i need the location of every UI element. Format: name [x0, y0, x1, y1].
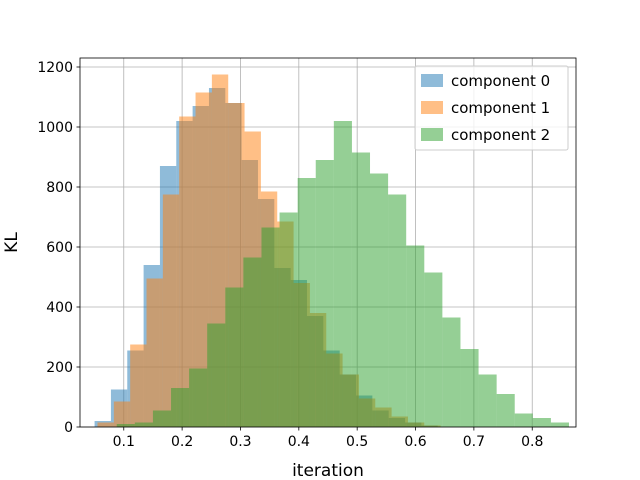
- histogram-bar: [424, 272, 443, 427]
- histogram-bar: [297, 178, 316, 427]
- histogram-bar: [460, 349, 479, 427]
- histogram-bar: [225, 287, 244, 427]
- histogram-bar: [189, 368, 208, 427]
- histogram-bar: [179, 116, 196, 427]
- histogram-bar: [113, 401, 131, 427]
- histogram-bars: [94, 74, 569, 427]
- legend-label: component 1: [451, 99, 550, 117]
- histogram-bar: [442, 317, 461, 427]
- y-tick-label: 0: [64, 420, 73, 436]
- y-tick-label: 1000: [37, 120, 73, 136]
- histogram-bar: [550, 422, 569, 427]
- series-2-bars: [116, 121, 569, 427]
- x-tick-label: 0.3: [229, 434, 251, 450]
- histogram-bar: [207, 323, 226, 427]
- legend-label: component 2: [451, 126, 550, 144]
- legend-swatch: [421, 74, 443, 87]
- histogram-bar: [351, 152, 371, 427]
- histogram-bar: [146, 278, 163, 427]
- histogram-bar: [388, 194, 407, 427]
- x-tick-label: 0.2: [171, 434, 193, 450]
- y-tick-label: 1200: [37, 60, 73, 76]
- x-tick-label: 0.7: [463, 434, 485, 450]
- y-tick-label: 800: [46, 180, 73, 196]
- histogram-bar: [162, 194, 180, 427]
- x-tick-label: 0.1: [113, 434, 135, 450]
- histogram-bar: [261, 227, 280, 427]
- legend-swatch: [421, 101, 443, 114]
- histogram-bar: [478, 374, 497, 427]
- x-axis-label: iteration: [292, 461, 364, 480]
- legend-swatch: [421, 128, 443, 141]
- x-tick-label: 0.6: [404, 434, 426, 450]
- legend-label: component 0: [451, 72, 550, 90]
- histogram-bar: [532, 418, 551, 427]
- histogram-bar: [514, 413, 533, 427]
- y-tick-label: 200: [46, 360, 73, 376]
- legend: component 0 component 1 component 2: [414, 65, 569, 151]
- x-tick-label: 0.5: [346, 434, 368, 450]
- histogram-bar: [130, 344, 147, 427]
- histogram-bar: [370, 173, 389, 427]
- x-tick-label: 0.8: [521, 434, 543, 450]
- histogram-bar: [152, 410, 172, 427]
- legend-box: [414, 65, 569, 151]
- histogram-bar: [134, 422, 153, 427]
- y-tick-label: 600: [46, 240, 73, 256]
- x-tick-label: 0.4: [288, 434, 310, 450]
- axis-ticks: 0.1 0.2 0.3 0.4 0.5 0.6 0.7 0.8 0 200 400 600 800 100…: [37, 60, 543, 450]
- histogram-bar: [116, 424, 135, 427]
- histogram-bar: [171, 388, 190, 427]
- histogram-bar: [496, 394, 515, 427]
- y-axis-label: KL: [2, 232, 22, 253]
- histogram-bar: [279, 212, 298, 427]
- plot-area-frame: [79, 57, 577, 428]
- histogram-bar: [333, 121, 352, 427]
- histogram-bar: [243, 257, 262, 427]
- histogram-bar: [315, 160, 334, 427]
- histogram-bar: [97, 422, 114, 427]
- y-tick-label: 400: [46, 300, 73, 316]
- histogram-bar: [406, 245, 425, 427]
